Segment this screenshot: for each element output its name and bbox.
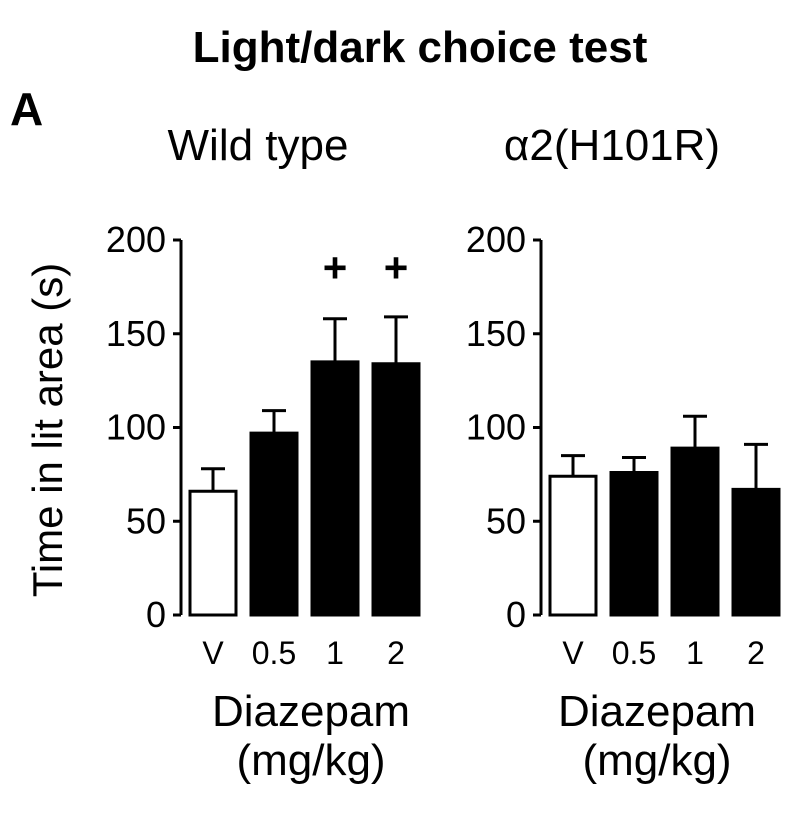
y-tick-label: 50: [486, 500, 526, 541]
x-tick-label: 0.5: [612, 635, 656, 671]
y-tick-label: 100: [466, 407, 526, 448]
bar: [371, 362, 421, 617]
panel-title-wild-type: Wild type: [168, 121, 349, 170]
bar: [548, 474, 598, 617]
panel-wild-type: Wild type Diazepam (mg/kg) 0 50 100 150 200 V…: [106, 121, 421, 785]
x-tick-label: 2: [747, 635, 765, 671]
y-tick-label: 200: [466, 219, 526, 260]
panel-h101r: α2(H101R) Diazepam (mg/kg) 0 50 100 150 200 V…: [466, 121, 781, 785]
x-tick-label: V: [562, 635, 584, 671]
panel-letter: A: [10, 83, 43, 135]
significance-marker: +: [384, 244, 409, 291]
bar: [188, 489, 238, 617]
figure-title: Light/dark choice test: [193, 23, 648, 72]
plot-area-wild-type: 0 50 100 150 200 V 0.5 +1 +2: [106, 219, 421, 671]
y-axis-label: Time in lit area (s): [24, 263, 71, 598]
x-tick-label: 2: [387, 635, 405, 671]
y-tick-label: 0: [506, 594, 526, 635]
bar: [731, 487, 781, 617]
x-axis-label-line2-h101r: (mg/kg): [582, 736, 731, 785]
y-tick-label: 150: [106, 313, 166, 354]
bar: [670, 446, 720, 617]
y-tick-label: 100: [106, 407, 166, 448]
y-tick-label: 200: [106, 219, 166, 260]
bar: [249, 431, 299, 617]
panel-title-h101r: α2(H101R): [504, 121, 720, 170]
x-tick-label: 1: [686, 635, 704, 671]
x-axis-label-line1-h101r: Diazepam: [558, 687, 756, 736]
bar: [609, 471, 659, 617]
x-axis-label-line1-wild-type: Diazepam: [212, 687, 410, 736]
y-tick-label: 150: [466, 313, 526, 354]
x-tick-label: 0.5: [252, 635, 296, 671]
x-tick-label: V: [202, 635, 224, 671]
x-axis-label-line2-wild-type: (mg/kg): [236, 736, 385, 785]
bar: [310, 360, 360, 617]
y-tick-label: 0: [146, 594, 166, 635]
y-tick-label: 50: [126, 500, 166, 541]
plot-area-h101r: 0 50 100 150 200 V 0.5 1 2: [466, 219, 781, 671]
x-tick-label: 1: [326, 635, 344, 671]
significance-marker: +: [323, 244, 348, 291]
